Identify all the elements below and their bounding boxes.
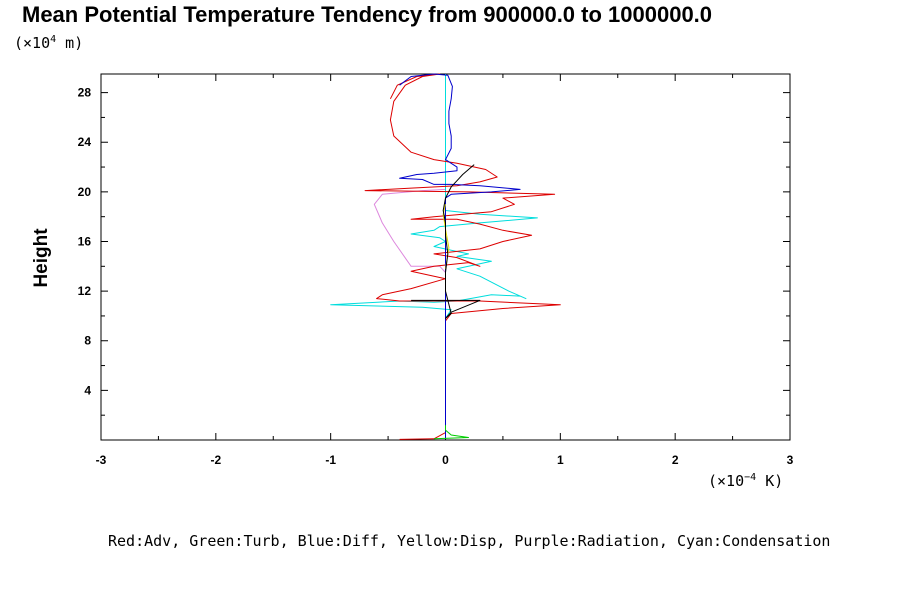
series-line-diff (399, 73, 521, 439)
y-unit-prefix: (×10 (14, 34, 51, 52)
x-unit-prefix: (×10 (708, 472, 745, 490)
series-line-adv (364, 73, 561, 440)
axis-ticks (100, 74, 791, 440)
legend-caption: Red:Adv, Green:Turb, Blue:Diff, Yellow:D… (108, 532, 831, 550)
y-axis-unit-label: (×104 m) (14, 34, 83, 52)
page-title: Mean Potential Temperature Tendency from… (22, 2, 713, 27)
y-tick-label: 12 (78, 284, 92, 298)
x-tick-label: -1 (325, 453, 336, 467)
x-tick-label: 2 (672, 453, 679, 467)
series-line-6 (411, 164, 481, 319)
y-unit-exponent: 4 (50, 34, 57, 45)
y-tick-label: 24 (78, 135, 92, 149)
x-axis-unit-label: (×10−4 K) (708, 472, 783, 490)
y-tick-label: 28 (78, 86, 92, 100)
series-line-radiation (373, 74, 446, 439)
y-tick-label: 4 (84, 383, 91, 397)
x-unit-suffix: K) (756, 472, 784, 490)
x-tick-label: 0 (442, 453, 449, 467)
x-tick-label: -2 (210, 453, 221, 467)
y-tick-label: 8 (84, 334, 91, 348)
x-tick-label: -3 (96, 453, 107, 467)
x-unit-exponent: −4 (744, 472, 757, 483)
y-unit-suffix: m) (56, 34, 84, 52)
x-tick-label: 3 (787, 453, 794, 467)
x-tick-label: 1 (557, 453, 564, 467)
series-lines (330, 73, 561, 440)
series-line-condensation (330, 74, 538, 439)
y-tick-label: 16 (78, 234, 92, 248)
y-tick-label: 20 (78, 185, 92, 199)
series-line-turb (433, 425, 469, 440)
